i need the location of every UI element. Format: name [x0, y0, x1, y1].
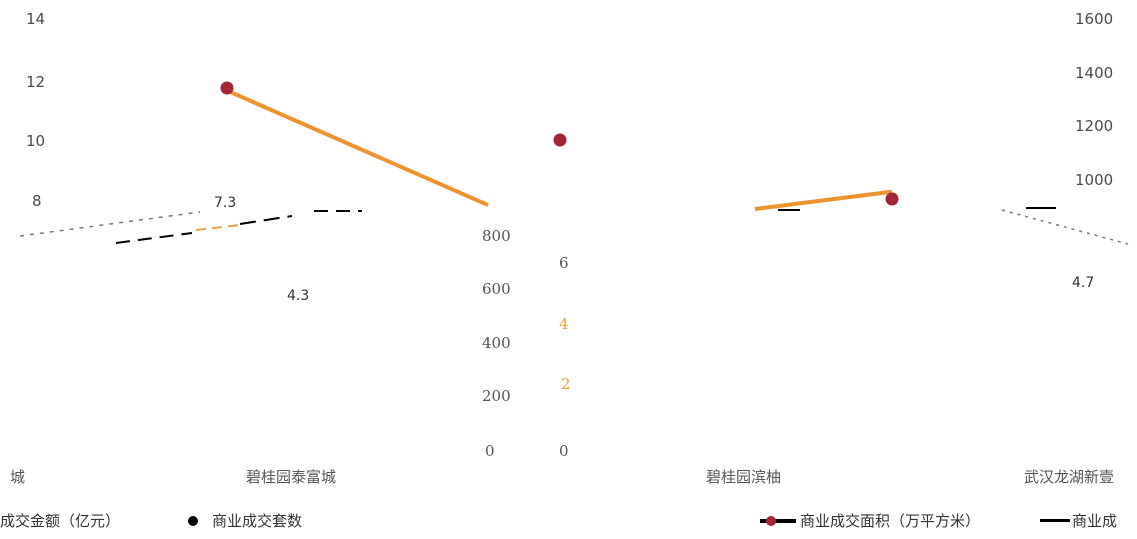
data-label: 7.3	[214, 195, 236, 211]
left-axis-tick: 12	[26, 73, 45, 91]
inner-axis-tick: 800	[482, 227, 511, 245]
inner-axis-tick-right: 0	[559, 442, 569, 460]
legend-line-icon	[1040, 519, 1070, 522]
inner-axis-tick-right: 6	[559, 254, 569, 272]
right-axis-tick: 1400	[1075, 64, 1113, 82]
inner-axis-tick: 600	[482, 280, 511, 298]
legend-label: 成交金额（亿元）	[0, 512, 121, 530]
inner-axis-tick: 0	[485, 442, 495, 460]
legend-item-area[interactable]: 商业成交面积（万平方米）	[760, 510, 980, 531]
area-line-segment	[226, 88, 489, 207]
left-axis-tick: 14	[26, 10, 45, 28]
category-label: 碧桂园泰富城	[246, 468, 336, 486]
right-axis-tick: 1000	[1075, 171, 1113, 189]
category-label: 武汉龙湖新壹	[1024, 468, 1114, 486]
category-label: 城	[10, 468, 25, 486]
legend-line-dot-icon	[760, 515, 796, 526]
sets-point[interactable]	[885, 192, 899, 206]
sets-point[interactable]	[553, 133, 567, 147]
data-label: 4.3	[287, 288, 309, 304]
right-axis-tick: 1600	[1075, 10, 1113, 28]
inner-axis-tick: 200	[482, 387, 511, 405]
inner-axis-tick-right: 2	[561, 375, 571, 393]
inner-axis-tick-right: 4	[559, 315, 569, 333]
legend-item-amount[interactable]: 成交金额（亿元）	[0, 510, 120, 531]
data-label: 4.7	[1072, 275, 1094, 291]
legend-label: 商业成	[1072, 512, 1118, 530]
category-label: 碧桂园滨柚	[706, 468, 781, 486]
right-axis-tick: 1200	[1075, 117, 1113, 135]
left-axis-tick: 8	[32, 192, 42, 210]
dashed-fragments	[19, 207, 1129, 245]
inner-axis-tick: 400	[482, 334, 511, 352]
legend-dot-icon	[188, 515, 198, 526]
legend-item-sets[interactable]: 商业成交套数	[188, 510, 302, 531]
legend-label: 商业成交面积（万平方米）	[800, 512, 981, 530]
left-axis-tick: 10	[26, 132, 45, 150]
legend-item-partial[interactable]: 商业成	[1040, 510, 1117, 531]
area-line-segment	[754, 189, 893, 211]
legend-label: 商业成交套数	[212, 512, 303, 530]
sets-point[interactable]	[220, 81, 234, 95]
chart-marks	[220, 81, 899, 211]
